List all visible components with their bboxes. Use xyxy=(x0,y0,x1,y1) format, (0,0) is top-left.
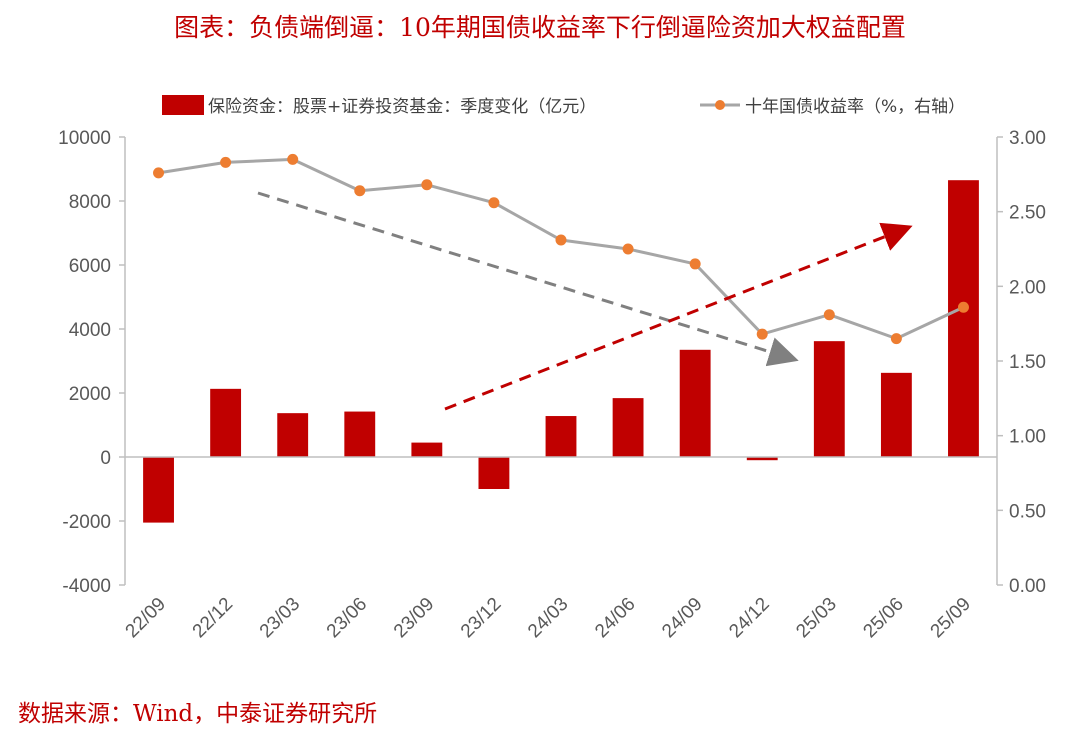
right-tick-label: 1.00 xyxy=(1009,427,1046,448)
x-tick-label: 23/09 xyxy=(390,594,438,642)
yield-point-25-09 xyxy=(957,301,969,313)
yield-point-24-06 xyxy=(622,243,634,255)
legend-line-label: 十年国债收益率（%，右轴） xyxy=(745,97,965,117)
legend: 保险资金：股票+证券投资基金：季度变化（亿元） 十年国债收益率（%，右轴） xyxy=(162,95,965,117)
legend-bar-label: 保险资金：股票+证券投资基金：季度变化（亿元） xyxy=(208,97,596,117)
x-tick-label: 22/12 xyxy=(189,594,237,642)
right-tick-label: 1.50 xyxy=(1009,352,1046,373)
bar-22-09 xyxy=(143,457,174,523)
yield-point-25-06 xyxy=(890,333,902,345)
yield-point-24-09 xyxy=(689,258,701,270)
x-tick-label: 23/06 xyxy=(323,594,371,642)
left-tick-label: 10000 xyxy=(58,128,111,149)
yield-point-23-03 xyxy=(287,153,299,165)
downtrend-arrow xyxy=(257,191,799,367)
x-tick-label: 24/03 xyxy=(524,594,572,642)
yield-line xyxy=(158,157,965,341)
left-axis: -4000 -2000 0 2000 4000 6000 8000 10000 xyxy=(58,128,125,597)
uptrend-arrow xyxy=(444,222,913,411)
left-tick-label: 0 xyxy=(100,448,111,469)
legend-line-marker xyxy=(715,100,725,110)
yield-point-23-06 xyxy=(354,185,366,197)
bar-23-06 xyxy=(344,411,376,457)
bar-25-06 xyxy=(880,372,912,457)
x-tick-label: 25/09 xyxy=(927,594,975,642)
x-tick-label: 25/06 xyxy=(859,594,907,642)
left-tick-label: 2000 xyxy=(69,384,111,405)
bar-23-09 xyxy=(411,442,443,457)
bar-23-03 xyxy=(277,413,309,457)
x-tick-label: 24/12 xyxy=(725,594,773,642)
right-tick-label: 2.50 xyxy=(1009,203,1046,224)
bar-23-12 xyxy=(478,457,510,489)
yield-point-22-12 xyxy=(220,156,232,168)
x-axis: 22/09 22/12 23/03 23/06 23/09 23/12 24/03 24/06… xyxy=(122,594,975,642)
x-tick-label: 25/03 xyxy=(792,594,840,642)
left-tick-label: -4000 xyxy=(62,576,111,597)
yield-point-25-03 xyxy=(823,309,835,321)
right-tick-label: 3.00 xyxy=(1009,128,1046,149)
left-tick-label: -2000 xyxy=(62,512,111,533)
x-tick-label: 24/09 xyxy=(658,594,706,642)
right-tick-label: 0.50 xyxy=(1009,501,1046,522)
legend-bar-swatch xyxy=(162,95,204,115)
yield-point-23-12 xyxy=(488,197,500,209)
yield-point-22-09 xyxy=(153,167,165,179)
bar-series xyxy=(143,180,979,523)
bar-24-03 xyxy=(545,416,577,457)
left-tick-label: 8000 xyxy=(69,192,111,213)
right-tick-label: 0.00 xyxy=(1009,576,1046,597)
right-axis: 0.00 0.50 1.00 1.50 2.00 2.50 3.00 xyxy=(997,128,1046,597)
bar-25-03 xyxy=(813,341,845,457)
left-tick-label: 6000 xyxy=(69,256,111,277)
x-tick-label: 23/12 xyxy=(457,594,505,642)
x-tick-label: 22/09 xyxy=(122,594,170,642)
bar-24-06 xyxy=(612,398,644,457)
yield-point-24-03 xyxy=(555,234,567,246)
line-series xyxy=(153,153,969,345)
right-tick-label: 2.00 xyxy=(1009,277,1046,298)
yield-point-23-09 xyxy=(421,179,433,191)
bar-22-12 xyxy=(210,388,242,457)
left-tick-label: 4000 xyxy=(69,320,111,341)
chart-title: 图表：负债端倒逼：10年期国债收益率下行倒逼险资加大权益配置 xyxy=(174,13,906,42)
bar-24-09 xyxy=(679,349,711,457)
yield-point-24-12 xyxy=(756,328,768,340)
data-source: 数据来源：Wind，中泰证券研究所 xyxy=(18,701,378,727)
bar-24-12 xyxy=(746,457,778,461)
bar-25-09 xyxy=(948,180,979,457)
x-tick-label: 24/06 xyxy=(591,594,639,642)
x-tick-label: 23/03 xyxy=(256,594,304,642)
